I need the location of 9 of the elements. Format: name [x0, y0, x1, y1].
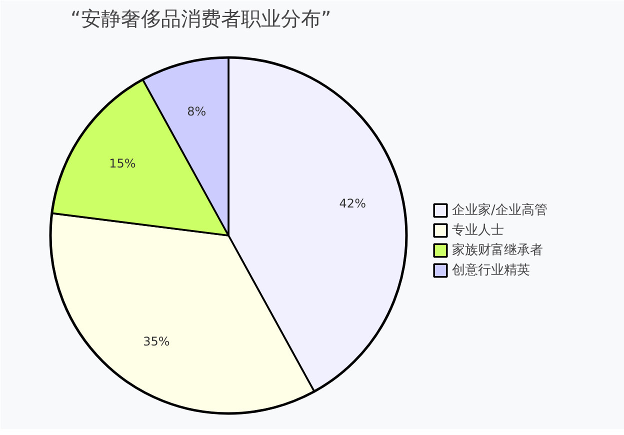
data-label: 15%: [109, 156, 136, 170]
chart-title: “安静奢侈品消费者职业分布”: [70, 6, 332, 30]
data-label: 42%: [339, 196, 366, 211]
legend-label: 家族财富继承者: [452, 242, 543, 259]
legend-label: 企业家/企业高管: [452, 202, 548, 219]
legend-label: 专业人士: [452, 222, 504, 239]
legend-label: 创意行业精英: [452, 262, 530, 279]
data-label: 8%: [187, 104, 206, 118]
data-label: 35%: [143, 334, 170, 348]
